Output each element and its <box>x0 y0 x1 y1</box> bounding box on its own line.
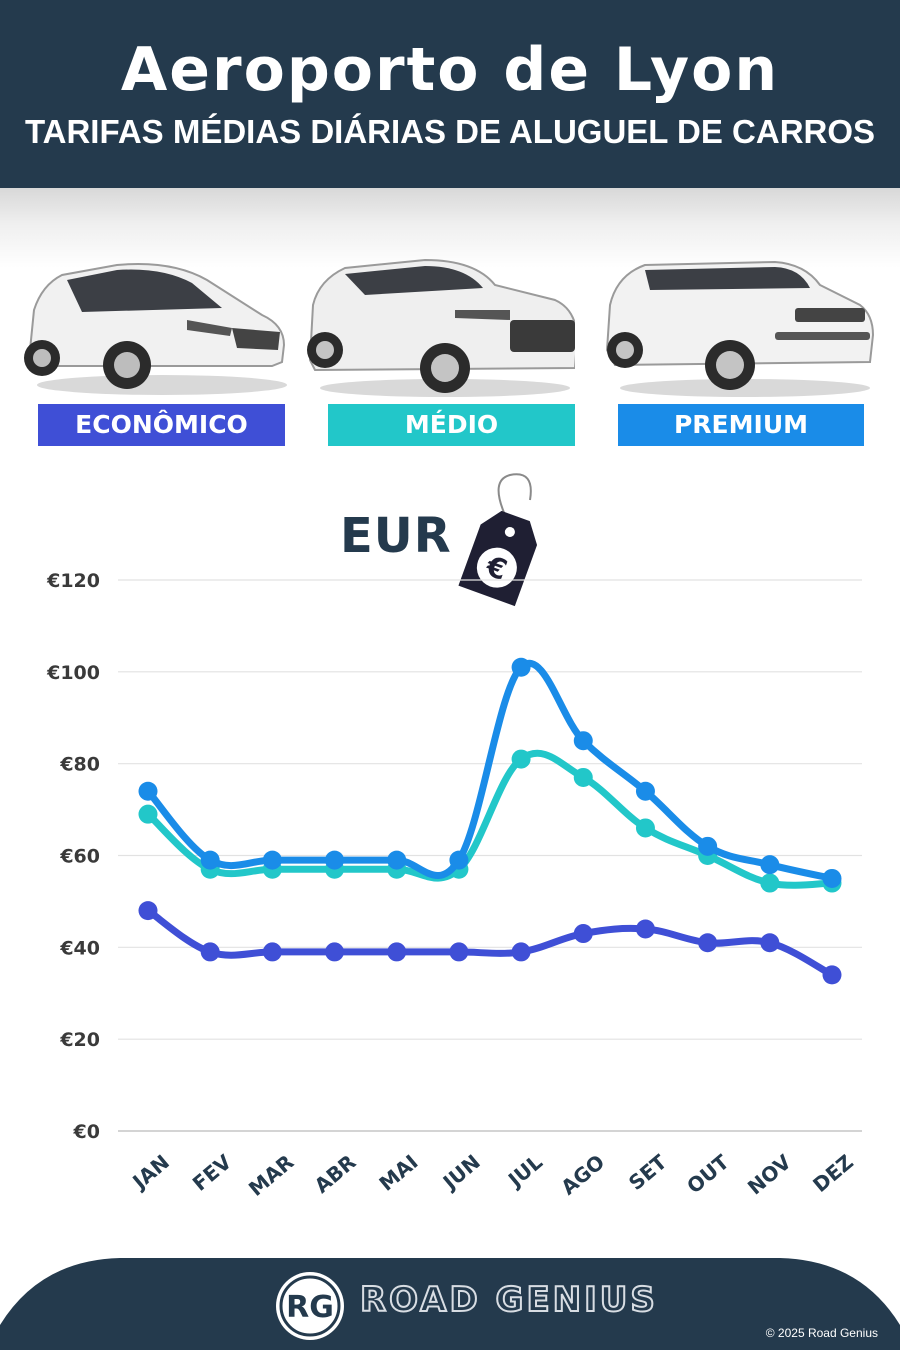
series-line <box>144 660 836 882</box>
page-subtitle: TARIFAS MÉDIAS DIÁRIAS DE ALUGUEL DE CAR… <box>24 113 876 150</box>
data-point <box>760 855 780 875</box>
data-point <box>449 942 469 962</box>
legend-economy: ECONÔMICO <box>38 404 285 446</box>
y-tick-label: €20 <box>59 1029 100 1051</box>
data-point <box>635 818 655 838</box>
x-tick-label: NOV <box>743 1149 796 1199</box>
data-point <box>200 850 220 870</box>
logo-text: RG <box>286 1290 334 1325</box>
x-tick-label: JUL <box>502 1150 547 1193</box>
premium-suv-image <box>605 260 875 397</box>
y-tick-label: €120 <box>46 570 100 592</box>
data-point <box>760 933 780 953</box>
x-tick-label: AGO <box>556 1150 609 1200</box>
brand-name: ROAD GENIUS <box>359 1279 658 1321</box>
data-point <box>387 850 407 870</box>
data-point <box>325 942 345 962</box>
data-point <box>698 933 718 953</box>
data-point <box>511 942 531 962</box>
medium-suv-image <box>307 258 575 397</box>
economy-car-image <box>24 263 287 395</box>
data-point <box>635 919 655 939</box>
data-point <box>573 924 593 944</box>
legend-medium-label: MÉDIO <box>404 410 499 439</box>
x-tick-label: OUT <box>682 1150 734 1199</box>
x-tick-label: JUN <box>437 1150 485 1196</box>
legend-medium: MÉDIO <box>328 404 575 446</box>
data-point <box>511 749 531 769</box>
data-point <box>822 965 842 985</box>
data-point <box>138 901 158 921</box>
data-point <box>138 781 158 801</box>
data-point <box>698 836 718 856</box>
x-tick-label: ABR <box>310 1150 361 1198</box>
y-tick-label: €40 <box>59 937 100 959</box>
legend-premium: PREMIUM <box>618 404 864 446</box>
x-tick-label: FEV <box>188 1149 237 1195</box>
data-point <box>760 873 780 893</box>
data-point <box>822 868 842 888</box>
data-point <box>262 850 282 870</box>
y-tick-label: €60 <box>59 846 100 868</box>
data-point <box>449 850 469 870</box>
data-point <box>573 767 593 787</box>
data-point <box>511 657 531 677</box>
x-tick-label: SET <box>624 1150 672 1195</box>
series-line <box>144 907 836 979</box>
data-point <box>325 850 345 870</box>
currency-label: EUR <box>340 508 452 564</box>
data-point <box>635 781 655 801</box>
data-point <box>387 942 407 962</box>
line-chart: €0 €20 €40 €60 €80 €100 €120 JAN FEV MAR ABR MAI JUN… <box>46 570 862 1201</box>
copyright-text: © 2025 Road Genius <box>765 1326 878 1340</box>
legend-premium-label: PREMIUM <box>673 410 808 439</box>
y-tick-label: €0 <box>73 1121 100 1143</box>
x-tick-label: MAI <box>374 1150 422 1196</box>
y-tick-label: €80 <box>59 754 100 776</box>
x-tick-label: MAR <box>244 1150 298 1201</box>
price-tag-icon: € <box>458 473 538 607</box>
x-tick-label: JAN <box>127 1150 174 1195</box>
y-tick-label: €100 <box>46 662 100 684</box>
data-point <box>573 731 593 751</box>
data-point <box>262 942 282 962</box>
data-point <box>138 804 158 824</box>
page-title: Aeroporto de Lyon <box>120 35 780 105</box>
data-point <box>200 942 220 962</box>
road-genius-logo-icon: RG <box>276 1272 344 1340</box>
legend-economy-label: ECONÔMICO <box>75 410 248 439</box>
header-shadow <box>0 188 900 268</box>
footer-banner <box>0 1258 900 1350</box>
x-tick-label: DEZ <box>808 1150 858 1197</box>
header-banner <box>0 0 900 188</box>
